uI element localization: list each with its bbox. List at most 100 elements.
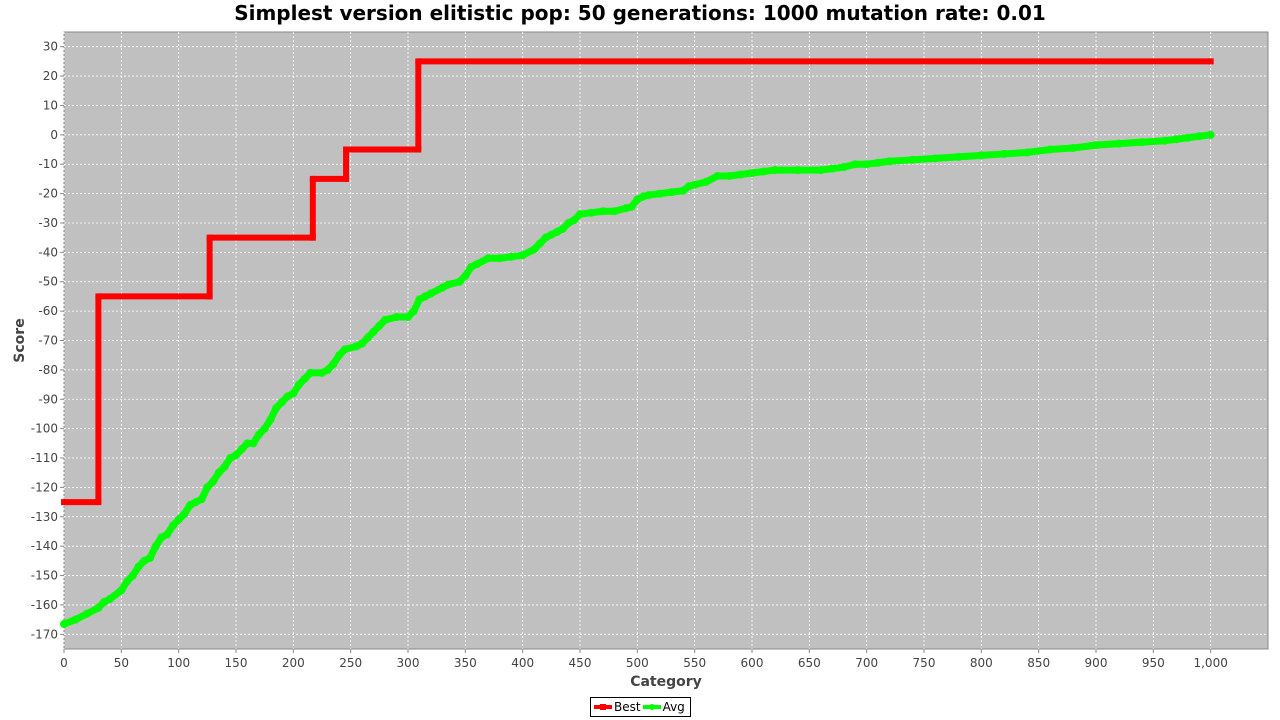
- best-data-point: [61, 499, 67, 506]
- x-tick-label: 400: [511, 656, 534, 670]
- avg-data-point: [369, 327, 378, 336]
- avg-data-point: [340, 345, 349, 354]
- y-tick-label: -60: [38, 304, 58, 318]
- avg-data-point: [725, 171, 734, 180]
- avg-data-point: [168, 521, 177, 530]
- best-data-point: [343, 146, 350, 153]
- best-data-point: [206, 234, 213, 241]
- avg-data-point: [323, 365, 332, 374]
- best-data-point: [415, 146, 422, 153]
- avg-data-point: [237, 445, 246, 454]
- avg-data-point: [123, 577, 132, 586]
- avg-data-point: [1114, 139, 1123, 148]
- avg-data-point: [117, 586, 126, 595]
- legend-label-avg: Avg: [662, 700, 685, 714]
- y-tick-label: -40: [38, 245, 58, 259]
- avg-data-point: [1195, 132, 1204, 141]
- legend-label-best: Best: [614, 700, 641, 714]
- avg-series-swatch-icon: [642, 700, 661, 714]
- avg-data-point: [409, 307, 418, 316]
- avg-data-point: [507, 252, 516, 261]
- x-tick-label: 900: [1085, 656, 1108, 670]
- y-tick-label: 0: [50, 128, 58, 142]
- avg-data-point: [180, 509, 189, 518]
- avg-data-point: [770, 166, 779, 175]
- avg-data-point: [174, 515, 183, 524]
- x-tick-label: 150: [225, 656, 248, 670]
- avg-data-point: [214, 468, 223, 477]
- avg-data-point: [627, 202, 636, 211]
- y-tick-label: 30: [43, 40, 58, 54]
- avg-data-point: [759, 167, 768, 176]
- avg-data-point: [954, 152, 963, 161]
- avg-data-point: [748, 169, 756, 178]
- grid-lines: [63, 32, 1268, 649]
- avg-data-point: [60, 620, 68, 629]
- y-tick-label: -100: [31, 422, 58, 436]
- avg-data-point: [444, 280, 453, 289]
- best-data-point: [1207, 58, 1214, 65]
- chart-title: Simplest version elitistic pop: 50 gener…: [234, 1, 1046, 25]
- avg-data-point: [254, 430, 263, 439]
- avg-data-point: [1160, 136, 1169, 145]
- y-tick-label: 20: [43, 69, 58, 83]
- best-data-point: [95, 499, 102, 506]
- avg-data-point: [472, 260, 481, 269]
- avg-data-point: [203, 483, 212, 492]
- x-tick-label: 950: [1142, 656, 1165, 670]
- avg-data-point: [1046, 145, 1055, 154]
- avg-data-point: [105, 595, 114, 604]
- avg-data-point: [1023, 148, 1032, 157]
- avg-data-point: [816, 166, 825, 175]
- x-tick-label: 250: [339, 656, 362, 670]
- y-tick-label: -120: [31, 480, 58, 494]
- x-tick-label: 650: [798, 656, 821, 670]
- avg-data-point: [690, 180, 699, 189]
- x-tick-label: 700: [855, 656, 878, 670]
- x-tick-label: 350: [454, 656, 477, 670]
- avg-data-point: [702, 177, 711, 186]
- best-data-point: [309, 175, 316, 182]
- avg-data-point: [329, 360, 338, 369]
- avg-data-point: [300, 374, 309, 383]
- avg-data-point: [885, 157, 894, 166]
- avg-data-point: [570, 216, 579, 225]
- x-tick-label: 500: [626, 656, 649, 670]
- best-data-point: [343, 175, 350, 182]
- avg-data-point: [736, 170, 745, 179]
- avg-data-point: [558, 224, 567, 233]
- y-tick-label: -10: [38, 157, 58, 171]
- y-tick-label: -20: [38, 187, 58, 201]
- y-tick-label: -30: [38, 216, 58, 230]
- y-tick-label: -170: [31, 627, 58, 641]
- series-layer: [60, 58, 1215, 629]
- avg-data-point: [530, 245, 539, 254]
- best-data-point: [309, 234, 316, 241]
- avg-data-point: [392, 312, 401, 321]
- x-tick-label: 0: [60, 656, 68, 670]
- avg-data-point: [71, 615, 80, 624]
- avg-data-point: [306, 368, 315, 377]
- y-tick-label: -80: [38, 363, 58, 377]
- x-tick-label: 450: [569, 656, 592, 670]
- avg-data-point: [518, 251, 527, 260]
- avg-data-point: [232, 451, 240, 460]
- best-series-line: [64, 58, 1211, 506]
- x-tick-label: 850: [1027, 656, 1050, 670]
- avg-data-point: [484, 254, 493, 263]
- x-tick-label: 50: [114, 656, 129, 670]
- avg-data-point: [94, 603, 103, 612]
- avg-data-point: [610, 207, 619, 216]
- x-tick-label: 750: [913, 656, 936, 670]
- avg-data-point: [358, 339, 367, 348]
- avg-data-point: [243, 439, 252, 448]
- avg-data-point: [644, 191, 653, 200]
- avg-data-point: [260, 424, 269, 433]
- y-tick-label: -50: [38, 275, 58, 289]
- y-tick-label: -70: [38, 334, 58, 348]
- avg-data-point: [1183, 133, 1192, 142]
- avg-data-point: [908, 155, 917, 164]
- x-tick-label: 100: [167, 656, 190, 670]
- avg-data-point: [576, 210, 584, 219]
